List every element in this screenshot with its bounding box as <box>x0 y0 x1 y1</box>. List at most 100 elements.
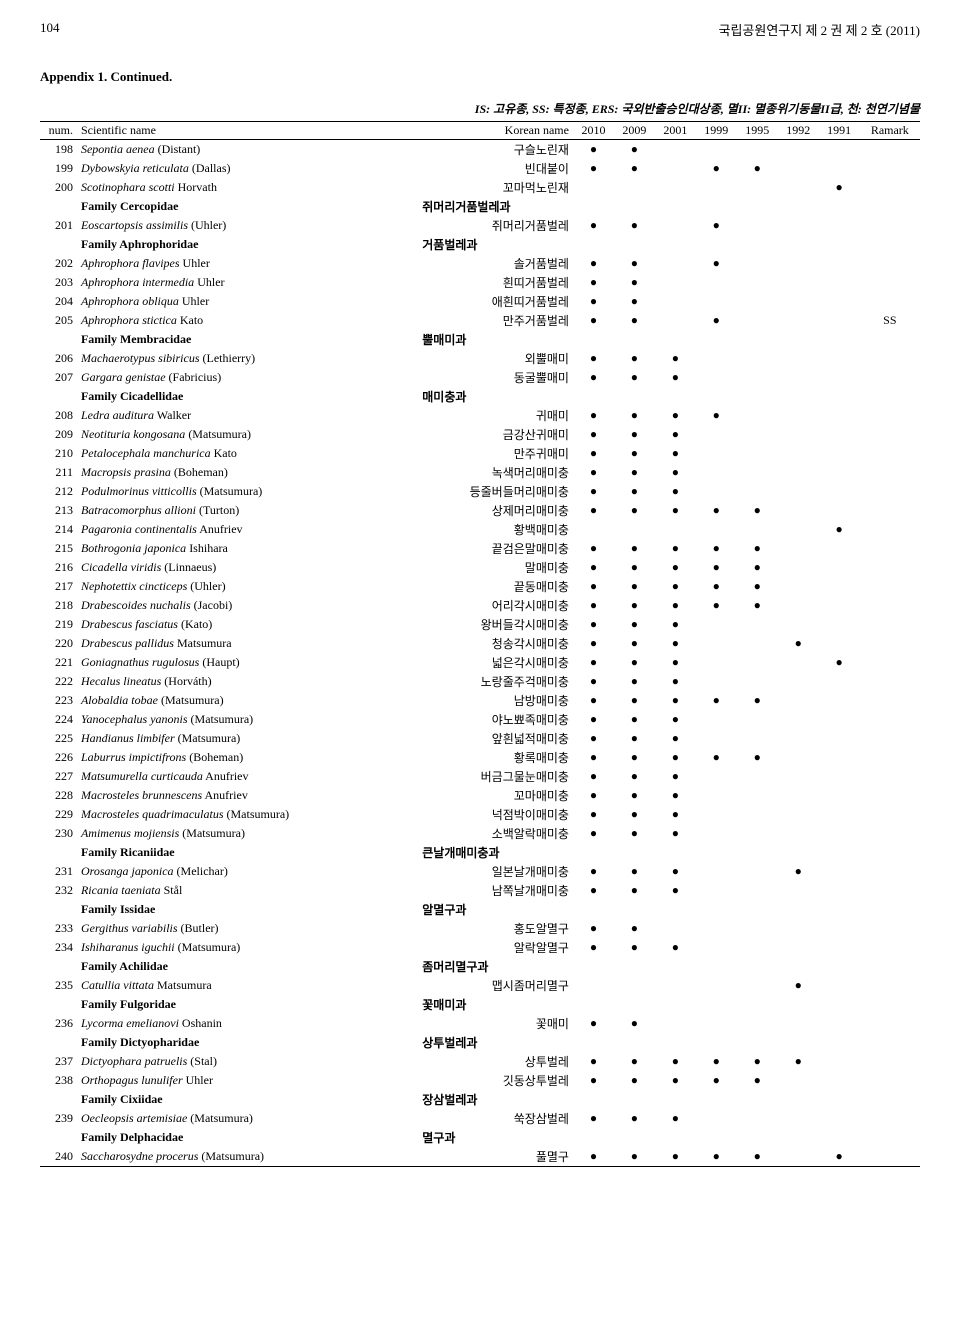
table-row: 214Pagaronia continentalis Anufriev황백매미충… <box>40 520 920 539</box>
presence-dot: ● <box>614 767 655 786</box>
table-row: 234Ishiharanus iguchii (Matsumura)알락알멸구●… <box>40 938 920 957</box>
korean-name: 동굴뿔매미 <box>392 368 573 387</box>
korean-name: 풀멸구 <box>392 1147 573 1167</box>
presence-dot: ● <box>655 349 696 368</box>
remark <box>860 406 920 425</box>
presence-dot <box>737 824 778 843</box>
row-number: 236 <box>40 1014 79 1033</box>
korean-name: 금강산귀매미 <box>392 425 573 444</box>
row-number: 217 <box>40 577 79 596</box>
presence-dot: ● <box>655 444 696 463</box>
table-row: 199Dybowskyia reticulata (Dallas)빈대붙이●●●… <box>40 159 920 178</box>
journal-title: 국립공원연구지 제 2 권 제 2 호 (2011) <box>719 20 921 39</box>
presence-dot: ● <box>573 368 614 387</box>
scientific-name: Aphrophora intermedia Uhler <box>79 273 392 292</box>
presence-dot: ● <box>655 748 696 767</box>
presence-dot: ● <box>655 653 696 672</box>
presence-dot: ● <box>655 539 696 558</box>
table-row: 238Orthopagus lunulifer Uhler깃동상투벌레●●●●● <box>40 1071 920 1090</box>
presence-dot <box>696 938 737 957</box>
presence-dot <box>573 976 614 995</box>
presence-dot <box>737 1109 778 1128</box>
table-row: 215Bothrogonia japonica Ishihara끝검은말매미충●… <box>40 539 920 558</box>
scientific-name: Orthopagus lunulifer Uhler <box>79 1071 392 1090</box>
presence-dot <box>696 672 737 691</box>
row-number: 198 <box>40 140 79 160</box>
remark <box>860 178 920 197</box>
presence-dot <box>737 862 778 881</box>
remark <box>860 159 920 178</box>
presence-dot: ● <box>614 482 655 501</box>
presence-dot: ● <box>655 558 696 577</box>
presence-dot <box>737 349 778 368</box>
presence-dot: ● <box>573 596 614 615</box>
family-row: Family Cercopidae쥐머리거품벌레과 <box>40 197 920 216</box>
scientific-name: Drabescus pallidus Matsumura <box>79 634 392 653</box>
presence-dot: ● <box>573 710 614 729</box>
table-row: 229Macrosteles quadrimaculatus (Matsumur… <box>40 805 920 824</box>
korean-name: 앞흰넓적매미충 <box>392 729 573 748</box>
row-number: 233 <box>40 919 79 938</box>
family-name: Family Issidae <box>79 900 392 919</box>
presence-dot <box>778 501 819 520</box>
presence-dot <box>696 710 737 729</box>
scientific-name: Handianus limbifer (Matsumura) <box>79 729 392 748</box>
presence-dot <box>819 748 860 767</box>
scientific-name: Gergithus variabilis (Butler) <box>79 919 392 938</box>
family-korean: 장삼벌레과 <box>392 1090 573 1109</box>
presence-dot: ● <box>573 938 614 957</box>
remark <box>860 767 920 786</box>
remark <box>860 634 920 653</box>
presence-dot: ● <box>573 539 614 558</box>
presence-dot <box>778 368 819 387</box>
presence-dot <box>655 1014 696 1033</box>
presence-dot: ● <box>655 463 696 482</box>
row-number: 239 <box>40 1109 79 1128</box>
scientific-name: Amimenus mojiensis (Matsumura) <box>79 824 392 843</box>
row-number: 212 <box>40 482 79 501</box>
remark <box>860 292 920 311</box>
scientific-name: Aphrophora flavipes Uhler <box>79 254 392 273</box>
presence-dot <box>819 159 860 178</box>
presence-dot <box>819 615 860 634</box>
remark <box>860 216 920 235</box>
presence-dot: ● <box>819 178 860 197</box>
page-header: 104 국립공원연구지 제 2 권 제 2 호 (2011) <box>40 20 920 39</box>
presence-dot <box>778 406 819 425</box>
presence-dot: ● <box>655 710 696 729</box>
presence-dot: ● <box>573 140 614 160</box>
presence-dot <box>655 216 696 235</box>
family-korean: 매미충과 <box>392 387 573 406</box>
presence-dot <box>778 216 819 235</box>
table-row: 237Dictyophara patruelis (Stal)상투벌레●●●●●… <box>40 1052 920 1071</box>
korean-name: 황록매미충 <box>392 748 573 767</box>
presence-dot <box>778 1109 819 1128</box>
presence-dot <box>737 1014 778 1033</box>
presence-dot <box>737 729 778 748</box>
scientific-name: Nephotettix cincticeps (Uhler) <box>79 577 392 596</box>
presence-dot <box>778 140 819 160</box>
table-row: 209Neotituria kongosana (Matsumura)금강산귀매… <box>40 425 920 444</box>
presence-dot <box>696 653 737 672</box>
presence-dot: ● <box>655 1071 696 1090</box>
presence-dot <box>737 178 778 197</box>
remark <box>860 748 920 767</box>
presence-dot: ● <box>573 444 614 463</box>
presence-dot: ● <box>614 140 655 160</box>
korean-name: 상제머리매미충 <box>392 501 573 520</box>
korean-name: 알락알멸구 <box>392 938 573 957</box>
table-row: 240Saccharosydne procerus (Matsumura)풀멸구… <box>40 1147 920 1167</box>
family-row: Family Aphrophoridae거품벌레과 <box>40 235 920 254</box>
presence-dot: ● <box>737 558 778 577</box>
presence-dot: ● <box>614 805 655 824</box>
presence-dot <box>696 1109 737 1128</box>
presence-dot <box>778 1147 819 1167</box>
presence-dot <box>778 710 819 729</box>
family-name: Family Cicadellidae <box>79 387 392 406</box>
presence-dot: ● <box>573 767 614 786</box>
table-row: 216Cicadella viridis (Linnaeus)말매미충●●●●● <box>40 558 920 577</box>
presence-dot <box>778 729 819 748</box>
remark <box>860 520 920 539</box>
family-row: Family Cixiidae장삼벌레과 <box>40 1090 920 1109</box>
scientific-name: Oecleopsis artemisiae (Matsumura) <box>79 1109 392 1128</box>
